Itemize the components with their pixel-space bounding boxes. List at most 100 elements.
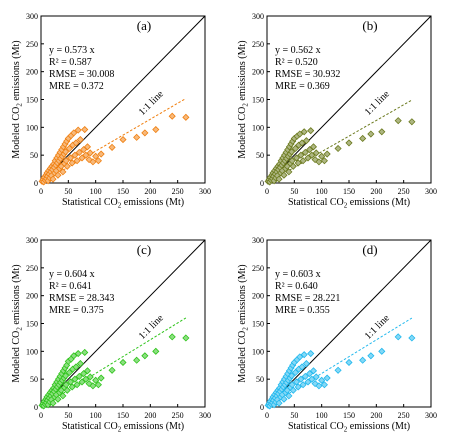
data-point	[141, 129, 149, 137]
data-point	[68, 383, 76, 391]
stats-line: MRE = 0.375	[49, 305, 104, 316]
data-point	[59, 168, 67, 176]
y-tick-label: 0	[260, 403, 264, 412]
data-point	[70, 129, 78, 137]
one-to-one-line	[266, 239, 432, 408]
data-point	[108, 143, 116, 151]
chart-panel-1: 0 50 100 150 200 250 300 0 50 100 150 200 250 300 Stat…	[11, 12, 211, 210]
y-tick-label: 250	[26, 264, 38, 273]
data-point	[289, 162, 297, 170]
data-point	[62, 381, 70, 389]
stats-line: y = 0.573 x	[49, 45, 95, 56]
data-point	[307, 127, 315, 135]
data-point	[318, 152, 326, 160]
data-point	[54, 171, 62, 179]
data-point	[318, 376, 326, 384]
data-point	[309, 143, 318, 151]
x-tick-label: 150	[117, 187, 129, 196]
data-point	[378, 347, 386, 355]
data-point	[89, 382, 97, 390]
data-point	[152, 347, 160, 355]
stats-line: RMSE = 30.008	[49, 69, 114, 80]
data-point	[300, 128, 308, 136]
data-point	[312, 149, 320, 157]
data-point	[285, 168, 293, 176]
data-point	[182, 334, 190, 342]
data-point	[72, 363, 80, 371]
y-tick-label: 100	[26, 123, 38, 132]
data-point	[292, 378, 301, 386]
data-point	[302, 137, 310, 145]
data-point	[275, 399, 283, 407]
data-point	[280, 395, 288, 403]
stats-line: y = 0.603 x	[275, 269, 321, 280]
y-tick-label: 100	[26, 347, 38, 356]
data-point	[307, 349, 315, 358]
x-tick-label: 0	[265, 411, 269, 420]
data-point	[288, 148, 296, 156]
x-tick-label: 100	[90, 411, 102, 420]
data-point	[119, 358, 127, 367]
y-axis-title: Modeled CO2 emissions (Mt)	[11, 40, 24, 158]
data-point	[76, 136, 84, 144]
y-tick-label: 200	[26, 68, 38, 77]
data-point	[378, 128, 386, 136]
y-tick-label: 50	[30, 151, 38, 160]
y-tick-label: 300	[252, 12, 264, 21]
data-point	[297, 151, 305, 159]
y-tick-label: 150	[252, 320, 264, 329]
x-axis-title: Statistical CO2 emissions (Mt)	[288, 421, 410, 434]
y-tick-label: 50	[256, 375, 264, 384]
data-point	[141, 352, 149, 360]
stats-line: RMSE = 30.932	[275, 69, 340, 80]
data-point	[108, 366, 116, 374]
y-tick-label: 150	[252, 96, 264, 105]
stats-line: R² = 0.587	[49, 57, 92, 68]
y-tick-label: 150	[26, 320, 38, 329]
data-point	[315, 382, 323, 390]
data-point	[92, 152, 100, 160]
data-point	[280, 171, 288, 179]
data-point	[97, 374, 105, 382]
stats-line: y = 0.604 x	[49, 269, 95, 280]
data-point	[308, 375, 316, 383]
x-tick-label: 0	[39, 411, 43, 420]
data-point	[85, 380, 93, 388]
data-point	[296, 130, 304, 138]
data-point	[66, 154, 75, 162]
x-tick-label: 300	[199, 187, 211, 196]
data-point	[168, 333, 176, 341]
data-point	[297, 375, 305, 383]
one-to-one-label: 1:1 line	[137, 88, 167, 118]
data-point	[80, 370, 88, 378]
data-point	[62, 372, 70, 380]
data-point	[323, 150, 331, 158]
data-point	[62, 148, 70, 156]
data-point	[320, 157, 328, 165]
data-point	[315, 158, 323, 166]
data-point	[70, 352, 78, 360]
data-point	[304, 378, 312, 386]
data-point	[72, 139, 80, 147]
y-tick-label: 0	[34, 403, 38, 412]
data-point	[74, 126, 82, 134]
data-point	[71, 151, 79, 159]
x-tick-label: 100	[316, 411, 328, 420]
data-point	[301, 148, 309, 156]
data-point	[71, 375, 79, 383]
x-tick-label: 150	[117, 411, 129, 420]
data-point	[94, 157, 102, 165]
data-point	[408, 118, 416, 126]
x-tick-label: 0	[39, 187, 43, 196]
x-tick-label: 300	[425, 411, 437, 420]
y-tick-label: 100	[252, 347, 264, 356]
data-point	[63, 386, 71, 394]
x-tick-label: 50	[64, 187, 72, 196]
one-to-one-line	[40, 15, 206, 184]
x-tick-label: 200	[370, 187, 382, 196]
y-axis-title: Modeled CO2 emissions (Mt)	[237, 264, 250, 382]
data-point	[63, 162, 71, 170]
data-point	[65, 144, 73, 153]
panel-label: (a)	[137, 18, 151, 33]
